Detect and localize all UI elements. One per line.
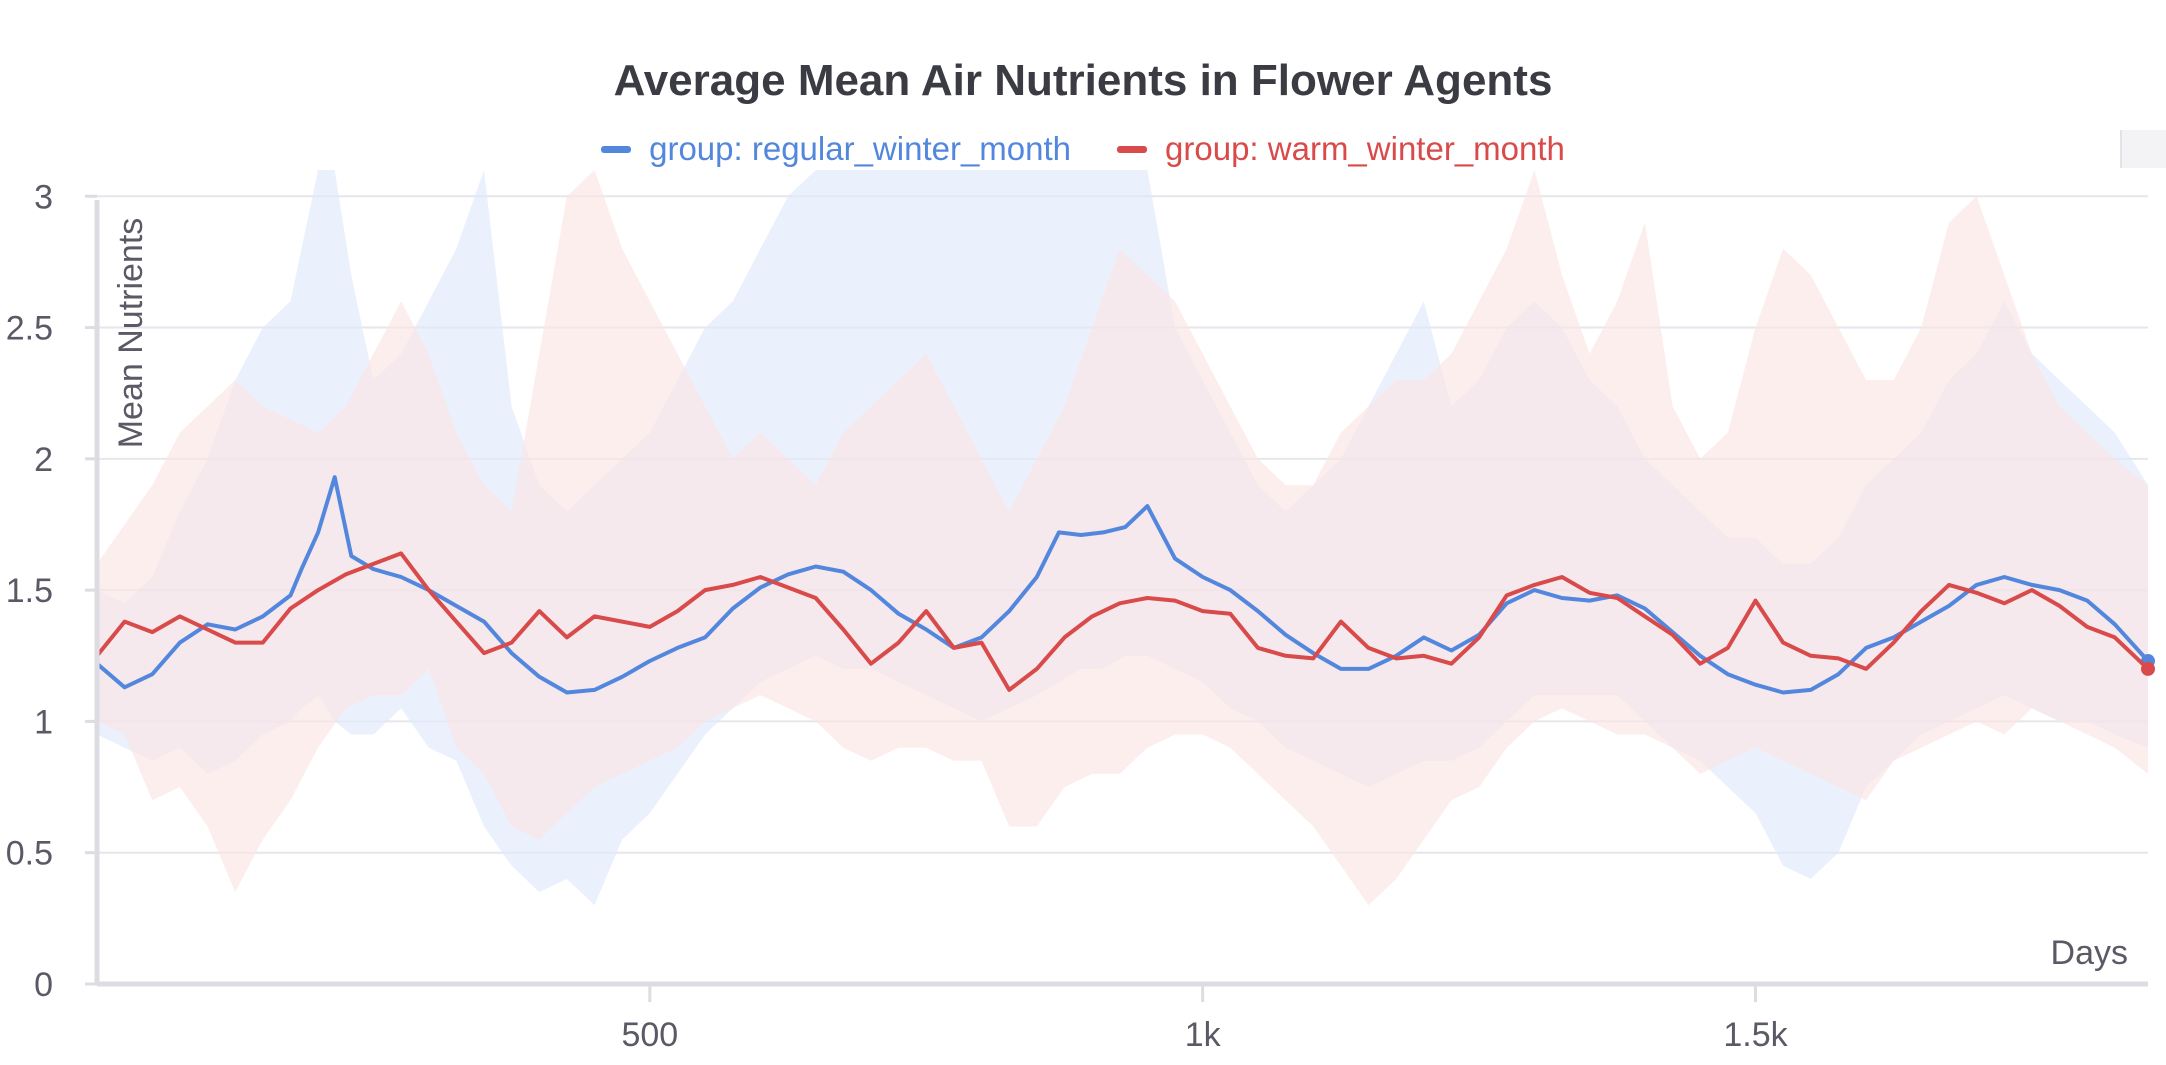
chart-title: Average Mean Air Nutrients in Flower Age…: [613, 56, 1553, 105]
series-line-0: [95, 475, 2150, 695]
series-line-1: [95, 551, 2150, 692]
x-tick-label-1: 1k: [1185, 1016, 1222, 1054]
axis-layer: 0 0.5 1 1.5 2 2.5 3 500 1k 1.5k: [6, 178, 2148, 1054]
series-band-1: [97, 170, 2148, 906]
x-tick-label-2: 1.5k: [1723, 1016, 1788, 1054]
y-axis-label: Mean Nutrients: [112, 218, 150, 449]
legend-item-warm[interactable]: group: warm_winter_month: [1117, 130, 1565, 168]
legend-swatch-warm: [1117, 145, 1148, 153]
y-tick-label-0: 0: [34, 966, 53, 1004]
y-tick-label-1: 0.5: [6, 835, 53, 873]
line-layer: [95, 475, 2155, 695]
chart-legend: group: regular_winter_month group: warm_…: [0, 130, 2166, 168]
y-tick-label-6: 3: [34, 178, 53, 216]
series-end-point-1: [2141, 661, 2155, 676]
legend-scroll-tab[interactable]: [2120, 130, 2166, 168]
legend-item-regular[interactable]: group: regular_winter_month: [601, 130, 1071, 168]
legend-label-warm: group: warm_winter_month: [1165, 130, 1565, 167]
x-axis-label: Days: [2051, 934, 2128, 972]
x-tick-label-0: 500: [621, 1016, 678, 1054]
legend-label-regular: group: regular_winter_month: [649, 130, 1072, 167]
y-tick-label-4: 2: [34, 441, 53, 479]
y-tick-label-3: 1.5: [6, 572, 53, 610]
band-layer: [97, 170, 2148, 906]
legend-swatch-regular: [601, 145, 632, 153]
y-tick-label-5: 2.5: [6, 310, 53, 348]
y-tick-label-2: 1: [34, 703, 53, 741]
